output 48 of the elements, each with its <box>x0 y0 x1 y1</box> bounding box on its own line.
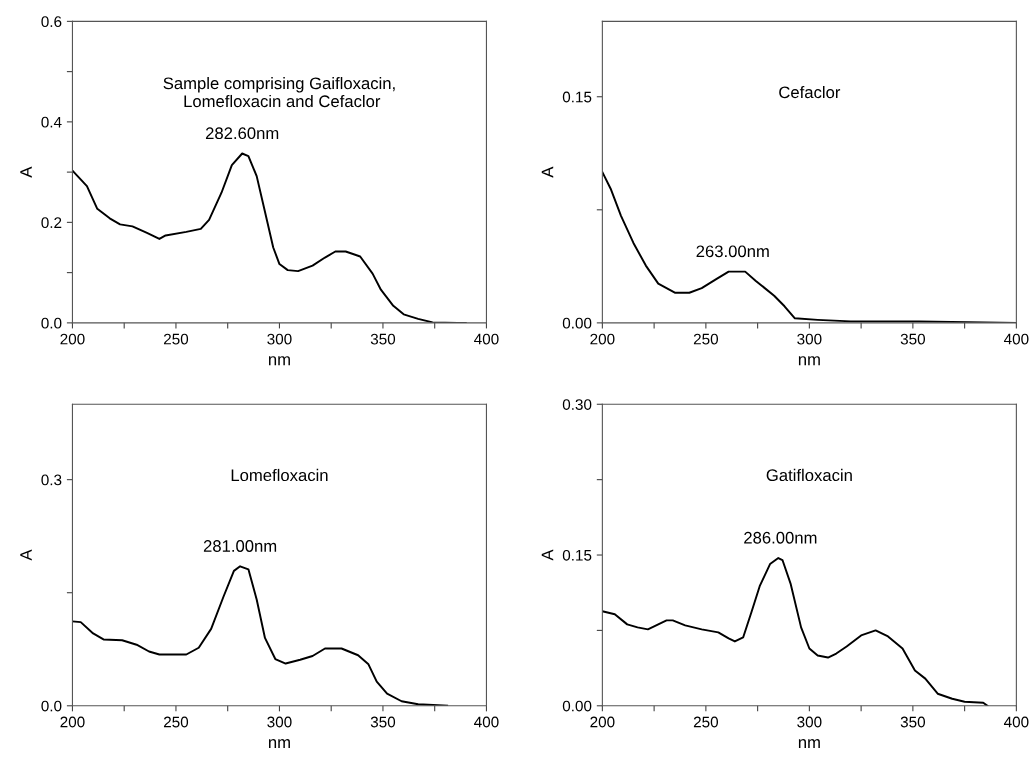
y-axis-title: A <box>541 166 554 178</box>
x-tick-label: 300 <box>267 716 292 728</box>
annotation: Lomefloxacin <box>231 468 328 482</box>
y-tick-label: 0.30 <box>562 399 592 410</box>
annotation: Gatifloxacin <box>766 468 852 482</box>
y-tick-label: 0.0 <box>41 700 62 712</box>
y-tick-label: 0.3 <box>41 474 62 486</box>
x-tick-label: 200 <box>590 716 615 728</box>
x-tick-label: 200 <box>590 333 615 345</box>
x-axis-title: nm <box>798 739 820 749</box>
y-tick-label: 0.0 <box>41 317 62 329</box>
x-axis-title: nm <box>268 356 290 366</box>
y-axis-title: A <box>20 549 32 561</box>
x-tick-label: 350 <box>900 716 926 728</box>
annotation: 263.00nm <box>696 245 769 258</box>
x-tick-label: 300 <box>797 333 822 345</box>
x-tick-label: 300 <box>797 716 822 728</box>
x-tick-label: 350 <box>900 333 926 345</box>
y-axis-title: A <box>541 549 554 561</box>
x-tick-label: 400 <box>474 716 499 728</box>
x-tick-label: 400 <box>1003 716 1029 728</box>
line-series <box>602 557 989 706</box>
x-tick-label: 350 <box>370 716 396 728</box>
annotation: Cefaclor <box>779 85 841 99</box>
y-tick-label: 0.00 <box>562 317 592 329</box>
annotation: 281.00nm <box>203 540 277 552</box>
y-tick-label: 0.15 <box>562 549 592 561</box>
x-axis-title: nm <box>268 739 290 749</box>
x-tick-label: 200 <box>60 716 85 728</box>
x-tick-label: 300 <box>267 333 292 345</box>
y-tick-label: 0.00 <box>562 700 592 712</box>
y-tick-label: 0.15 <box>562 91 592 103</box>
x-tick-label: 400 <box>1003 333 1029 345</box>
x-tick-label: 250 <box>163 716 189 728</box>
y-tick-label: 0.2 <box>41 217 62 229</box>
x-tick-label: 250 <box>693 333 719 345</box>
annotation: 282.60nm <box>205 127 279 140</box>
y-axis-title: A <box>20 166 32 178</box>
y-tick-label: 0.4 <box>41 116 62 128</box>
annotation: Sample comprising Gaifloxacin, Lomefloxacin and Cefaclor <box>163 76 395 108</box>
x-tick-label: 250 <box>693 716 719 728</box>
x-tick-label: 200 <box>60 333 85 345</box>
x-tick-label: 350 <box>370 333 396 345</box>
x-tick-label: 250 <box>163 333 189 345</box>
x-axis-title: nm <box>798 356 820 366</box>
y-tick-label: 0.6 <box>41 16 62 28</box>
x-tick-label: 400 <box>474 333 499 345</box>
annotation: 286.00nm <box>744 531 817 544</box>
